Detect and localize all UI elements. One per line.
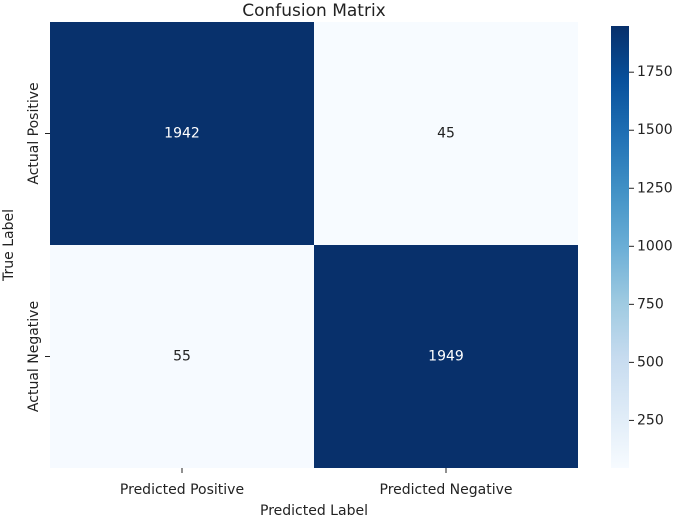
heatmap-cell	[50, 22, 314, 245]
y-axis-label: True Label	[1, 209, 17, 282]
colorbar-tick-label: 1000	[637, 238, 673, 254]
cell-label: 45	[437, 126, 455, 142]
heatmap-cell	[314, 22, 578, 245]
heatmap-cell	[50, 245, 314, 468]
chart-title: Confusion Matrix	[242, 1, 386, 21]
x-tick-label: Predicted Negative	[380, 482, 513, 498]
cell-label: 1949	[428, 349, 464, 365]
cell-label: 55	[173, 349, 191, 365]
colorbar-tick-label: 1500	[637, 122, 673, 138]
y-tick-label: Actual Positive	[26, 82, 42, 184]
colorbar-tick-label: 1750	[637, 64, 673, 80]
colorbar-tick-label: 500	[637, 354, 664, 370]
x-tick-label: Predicted Positive	[120, 482, 244, 498]
colorbar-tick-label: 250	[637, 412, 664, 428]
cell-label: 1942	[164, 126, 200, 142]
colorbar-tick-label: 1250	[637, 180, 673, 196]
x-axis-label: Predicted Label	[260, 503, 368, 519]
y-tick-label: Actual Negative	[26, 301, 42, 412]
heatmap-cell	[314, 245, 578, 468]
colorbar	[611, 26, 629, 468]
colorbar-tick-label: 750	[637, 296, 664, 312]
